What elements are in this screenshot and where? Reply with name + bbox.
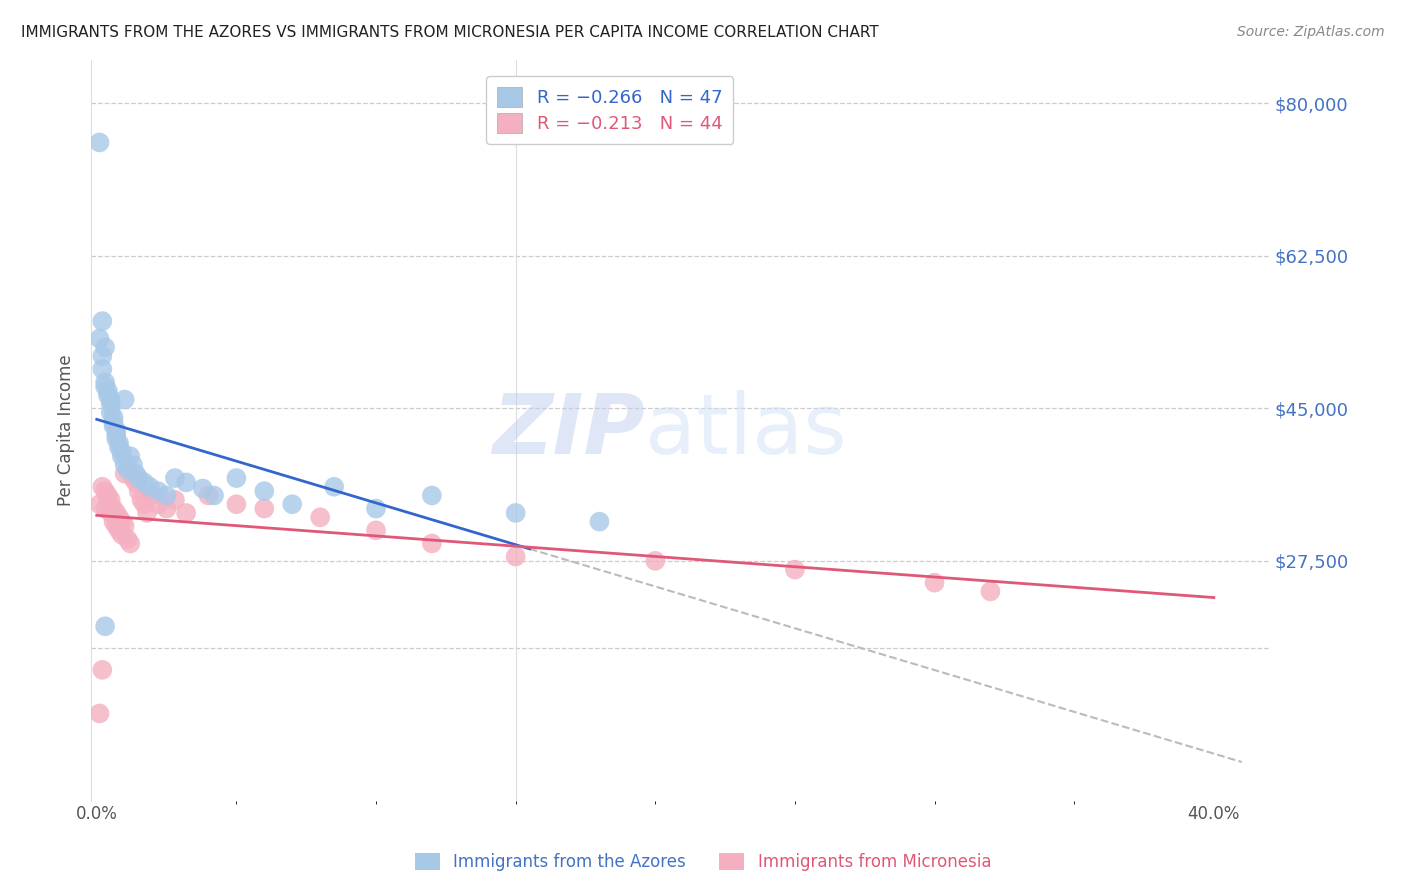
Point [117, 462, 139, 476]
Point [97, 488, 120, 502]
Point [142, 488, 165, 502]
Y-axis label: Per Capita Income: Per Capita Income [58, 354, 75, 506]
Point [103, 414, 125, 428]
Point [94, 340, 117, 354]
Point [420, 536, 443, 550]
Point [105, 423, 128, 437]
Point [114, 519, 136, 533]
Point [97, 384, 120, 398]
Point [148, 497, 170, 511]
Point [420, 488, 443, 502]
Point [108, 436, 131, 450]
Point [103, 515, 125, 529]
Point [128, 484, 150, 499]
Point [505, 506, 527, 520]
Legend: Immigrants from the Azores, Immigrants from Micronesia: Immigrants from the Azores, Immigrants f… [406, 845, 1000, 880]
Point [89, 332, 111, 346]
Text: Source: ZipAtlas.com: Source: ZipAtlas.com [1237, 25, 1385, 39]
Point [588, 515, 610, 529]
Point [105, 519, 128, 533]
Point [114, 392, 136, 407]
Point [94, 501, 117, 516]
Point [89, 497, 111, 511]
Point [125, 475, 148, 490]
Point [108, 441, 131, 455]
Point [122, 471, 145, 485]
Point [105, 506, 128, 520]
Point [111, 450, 134, 464]
Legend: R = −0.266   N = 47, R = −0.213   N = 44: R = −0.266 N = 47, R = −0.213 N = 44 [486, 76, 734, 144]
Point [94, 379, 117, 393]
Point [134, 497, 156, 511]
Point [108, 510, 131, 524]
Point [103, 418, 125, 433]
Point [94, 484, 117, 499]
Point [253, 501, 276, 516]
Point [155, 501, 177, 516]
Point [174, 506, 197, 520]
Point [225, 497, 247, 511]
Point [120, 536, 142, 550]
Point [89, 706, 111, 721]
Point [120, 450, 142, 464]
Point [155, 488, 177, 502]
Point [100, 406, 122, 420]
Point [309, 510, 332, 524]
Point [134, 475, 156, 490]
Point [924, 575, 946, 590]
Point [91, 362, 114, 376]
Point [163, 471, 186, 485]
Point [103, 501, 125, 516]
Point [253, 484, 276, 499]
Point [174, 475, 197, 490]
Point [191, 482, 214, 496]
Point [97, 388, 120, 402]
Point [505, 549, 527, 564]
Point [103, 410, 125, 425]
Point [89, 136, 111, 150]
Point [163, 492, 186, 507]
Point [97, 497, 120, 511]
Point [202, 488, 225, 502]
Point [100, 506, 122, 520]
Point [114, 458, 136, 472]
Point [114, 467, 136, 481]
Point [108, 524, 131, 538]
Point [94, 375, 117, 389]
Point [100, 492, 122, 507]
Point [364, 524, 387, 538]
Point [225, 471, 247, 485]
Point [111, 445, 134, 459]
Point [131, 492, 153, 507]
Point [281, 497, 304, 511]
Point [125, 467, 148, 481]
Point [364, 501, 387, 516]
Point [111, 515, 134, 529]
Point [128, 471, 150, 485]
Point [323, 480, 346, 494]
Point [122, 458, 145, 472]
Point [91, 314, 114, 328]
Point [100, 392, 122, 407]
Text: atlas: atlas [645, 390, 846, 471]
Point [111, 527, 134, 541]
Point [979, 584, 1001, 599]
Text: IMMIGRANTS FROM THE AZORES VS IMMIGRANTS FROM MICRONESIA PER CAPITA INCOME CORRE: IMMIGRANTS FROM THE AZORES VS IMMIGRANTS… [21, 25, 879, 40]
Point [197, 488, 219, 502]
Point [94, 619, 117, 633]
Point [105, 432, 128, 446]
Point [100, 397, 122, 411]
Point [105, 427, 128, 442]
Point [91, 663, 114, 677]
Point [136, 506, 159, 520]
Text: ZIP: ZIP [492, 390, 645, 471]
Point [783, 563, 806, 577]
Point [91, 480, 114, 494]
Point [91, 349, 114, 363]
Point [148, 484, 170, 499]
Point [117, 532, 139, 546]
Point [139, 480, 162, 494]
Point [644, 554, 666, 568]
